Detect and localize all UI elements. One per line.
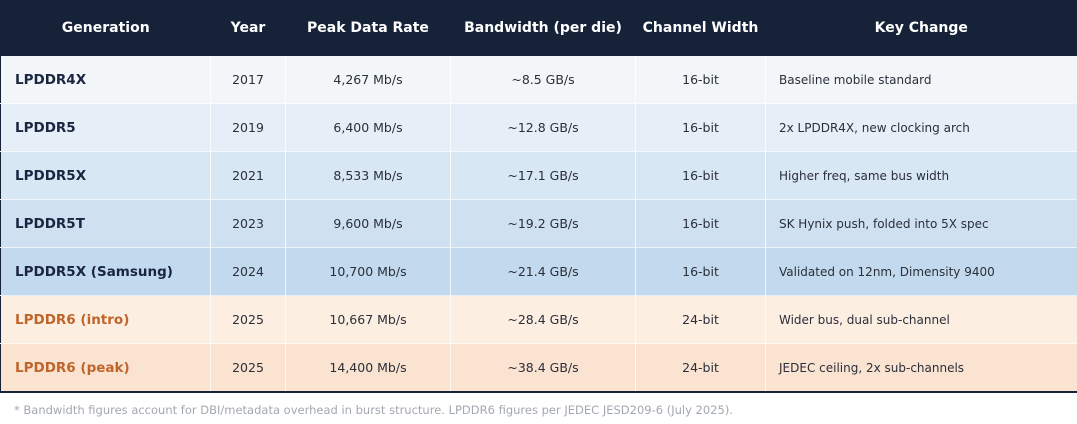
table-cell: 6,400 Mb/s bbox=[285, 103, 451, 152]
table-cell: 24-bit bbox=[635, 295, 766, 344]
table-cell: 2025 bbox=[210, 295, 286, 344]
table-cell: 14,400 Mb/s bbox=[285, 343, 451, 393]
table-cell: ~21.4 GB/s bbox=[450, 247, 636, 296]
header-cell: Key Change bbox=[765, 0, 1077, 56]
table-cell: 10,667 Mb/s bbox=[285, 295, 451, 344]
table-cell: Wider bus, dual sub-channel bbox=[765, 295, 1077, 344]
table-cell: 16-bit bbox=[635, 103, 766, 152]
table-cell: 16-bit bbox=[635, 56, 766, 104]
table-cell: SK Hynix push, folded into 5X spec bbox=[765, 199, 1077, 248]
table-row: LPDDR6 (intro) 2025 10,667 Mb/s ~28.4 GB/s 2… bbox=[0, 295, 1077, 344]
table-cell: 2021 bbox=[210, 151, 286, 200]
table-cell: 4,267 Mb/s bbox=[285, 56, 451, 104]
table-cell: ~38.4 GB/s bbox=[450, 343, 636, 393]
header-cell: Generation bbox=[0, 0, 211, 56]
table-cell: LPDDR6 (peak) bbox=[0, 343, 211, 393]
table-row: LPDDR5X 2021 8,533 Mb/s ~17.1 GB/s 16-bit Hig… bbox=[0, 151, 1077, 200]
table-cell: 2017 bbox=[210, 56, 286, 104]
table-cell: 2019 bbox=[210, 103, 286, 152]
table-row: LPDDR5X (Samsung) 2024 10,700 Mb/s ~21.4 GB… bbox=[0, 247, 1077, 296]
table-row: LPDDR5T 2023 9,600 Mb/s ~19.2 GB/s 16-bit SK … bbox=[0, 199, 1077, 248]
header-cell: Year bbox=[210, 0, 286, 56]
table-cell: LPDDR5X (Samsung) bbox=[0, 247, 211, 296]
table-cell: LPDDR4X bbox=[0, 56, 211, 104]
table-cell: JEDEC ceiling, 2x sub-channels bbox=[765, 343, 1077, 393]
table-cell: ~28.4 GB/s bbox=[450, 295, 636, 344]
table-cell: 16-bit bbox=[635, 247, 766, 296]
table-cell: 2025 bbox=[210, 343, 286, 393]
table-cell: LPDDR5T bbox=[0, 199, 211, 248]
table-body: LPDDR4X 2017 4,267 Mb/s ~8.5 GB/s 16-bit Base… bbox=[0, 56, 1077, 393]
table-cell: LPDDR5X bbox=[0, 151, 211, 200]
table-cell: 2024 bbox=[210, 247, 286, 296]
header-cell: Channel Width bbox=[635, 0, 766, 56]
table-cell: 2x LPDDR4X, new clocking arch bbox=[765, 103, 1077, 152]
table-row: LPDDR6 (peak) 2025 14,400 Mb/s ~38.4 GB/s 24… bbox=[0, 343, 1077, 393]
table-cell: 10,700 Mb/s bbox=[285, 247, 451, 296]
table-cell: ~8.5 GB/s bbox=[450, 56, 636, 104]
table-cell: 24-bit bbox=[635, 343, 766, 393]
table-cell: 16-bit bbox=[635, 151, 766, 200]
table-cell: 2023 bbox=[210, 199, 286, 248]
table-cell: ~17.1 GB/s bbox=[450, 151, 636, 200]
table-row: LPDDR5 2019 6,400 Mb/s ~12.8 GB/s 16-bit 2x L… bbox=[0, 103, 1077, 152]
table-cell: LPDDR6 (intro) bbox=[0, 295, 211, 344]
table-cell: ~19.2 GB/s bbox=[450, 199, 636, 248]
table-row: LPDDR4X 2017 4,267 Mb/s ~8.5 GB/s 16-bit Base… bbox=[0, 56, 1077, 104]
table-cell: Validated on 12nm, Dimensity 9400 bbox=[765, 247, 1077, 296]
table-cell: Baseline mobile standard bbox=[765, 56, 1077, 104]
header-cell: Bandwidth (per die) bbox=[450, 0, 636, 56]
footnote: * Bandwidth figures account for DBI/meta… bbox=[14, 403, 733, 417]
table-cell: Higher freq, same bus width bbox=[765, 151, 1077, 200]
header-row: Generation Year Peak Data Rate Bandwidth (p… bbox=[0, 0, 1077, 56]
table-cell: 8,533 Mb/s bbox=[285, 151, 451, 200]
table-cell: 16-bit bbox=[635, 199, 766, 248]
table-cell: ~12.8 GB/s bbox=[450, 103, 636, 152]
spec-table: Generation Year Peak Data Rate Bandwidth (p… bbox=[0, 0, 1077, 393]
header-cell: Peak Data Rate bbox=[285, 0, 451, 56]
table-cell: 9,600 Mb/s bbox=[285, 199, 451, 248]
table-cell: LPDDR5 bbox=[0, 103, 211, 152]
